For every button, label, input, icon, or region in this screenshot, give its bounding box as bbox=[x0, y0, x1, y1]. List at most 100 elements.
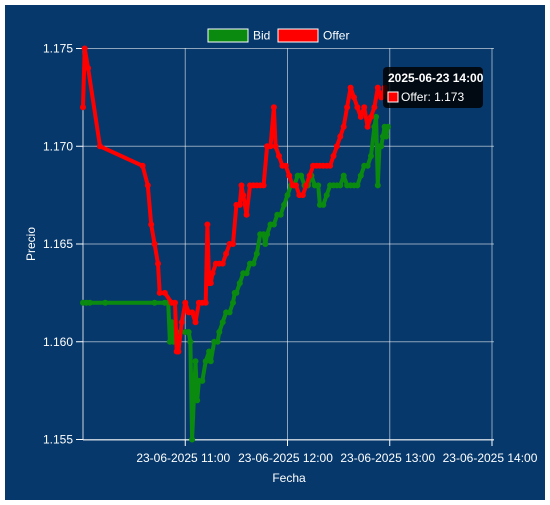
bid-point[interactable] bbox=[185, 329, 192, 335]
bid-point[interactable] bbox=[383, 133, 390, 140]
bid-point[interactable] bbox=[192, 358, 199, 365]
bid-point[interactable] bbox=[214, 338, 221, 345]
legend-item-offer[interactable]: Offer bbox=[277, 28, 349, 43]
offer-point[interactable] bbox=[340, 123, 347, 130]
bid-point[interactable] bbox=[253, 250, 260, 257]
bid-point[interactable] bbox=[206, 348, 213, 355]
bid-point[interactable] bbox=[219, 319, 226, 326]
offer-point[interactable] bbox=[219, 260, 226, 267]
offer-point[interactable] bbox=[230, 241, 236, 247]
bid-point[interactable] bbox=[199, 377, 206, 384]
bid-point[interactable] bbox=[262, 241, 269, 247]
bid-point[interactable] bbox=[86, 299, 93, 306]
offer-point[interactable] bbox=[330, 153, 337, 159]
offer-point[interactable] bbox=[161, 289, 168, 296]
offer-point[interactable] bbox=[267, 143, 274, 150]
offer-point[interactable] bbox=[344, 104, 351, 111]
offer-point[interactable] bbox=[282, 162, 289, 169]
offer-point[interactable] bbox=[374, 84, 381, 91]
offer-point[interactable] bbox=[364, 123, 371, 130]
bid-point[interactable] bbox=[354, 182, 361, 189]
offer-point[interactable] bbox=[202, 299, 209, 306]
offer-point[interactable] bbox=[223, 250, 230, 257]
offer-point[interactable] bbox=[306, 172, 313, 179]
bid-point[interactable] bbox=[226, 309, 233, 316]
bid-point[interactable] bbox=[194, 397, 201, 404]
offer-point[interactable] bbox=[151, 241, 158, 247]
bid-point[interactable] bbox=[230, 299, 236, 306]
bid-point[interactable] bbox=[151, 299, 158, 306]
offer-point[interactable] bbox=[293, 182, 299, 189]
offer-point[interactable] bbox=[148, 221, 155, 228]
offer-point[interactable] bbox=[347, 84, 354, 91]
offer-point[interactable] bbox=[354, 104, 361, 111]
offer-point[interactable] bbox=[178, 319, 185, 326]
offer-point[interactable] bbox=[85, 65, 92, 72]
bid-point[interactable] bbox=[368, 153, 374, 159]
offer-point[interactable] bbox=[97, 143, 103, 150]
offer-point[interactable] bbox=[286, 172, 293, 179]
offer-point[interactable] bbox=[327, 162, 334, 169]
bid-point[interactable] bbox=[385, 123, 391, 130]
offer-point[interactable] bbox=[357, 113, 364, 120]
bid-point[interactable] bbox=[284, 192, 291, 199]
offer-point[interactable] bbox=[378, 94, 385, 101]
bid-point[interactable] bbox=[357, 172, 364, 179]
offer-point[interactable] bbox=[139, 162, 146, 169]
bid-point[interactable] bbox=[320, 201, 327, 208]
bid-point[interactable] bbox=[250, 260, 257, 267]
bid-point[interactable] bbox=[168, 319, 175, 326]
bid-point[interactable] bbox=[298, 172, 305, 179]
offer-point[interactable] bbox=[260, 182, 267, 189]
bid-point[interactable] bbox=[374, 182, 381, 189]
bid-point[interactable] bbox=[315, 182, 322, 189]
bid-point[interactable] bbox=[323, 192, 330, 199]
offer-point[interactable] bbox=[175, 348, 182, 355]
bid-point[interactable] bbox=[364, 162, 371, 169]
offer-point[interactable] bbox=[303, 182, 310, 189]
offer-point[interactable] bbox=[371, 104, 378, 111]
offer-point[interactable] bbox=[182, 299, 189, 306]
offer-point[interactable] bbox=[189, 309, 196, 316]
offer-point[interactable] bbox=[81, 45, 88, 52]
bid-point[interactable] bbox=[277, 211, 284, 218]
bid-point[interactable] bbox=[236, 280, 243, 287]
offer-point[interactable] bbox=[270, 104, 277, 111]
bid-point[interactable] bbox=[373, 113, 380, 120]
offer-point[interactable] bbox=[172, 299, 178, 306]
offer-point[interactable] bbox=[333, 143, 340, 150]
offer-point[interactable] bbox=[361, 104, 368, 111]
bid-point[interactable] bbox=[233, 289, 240, 296]
bid-point[interactable] bbox=[202, 358, 209, 365]
offer-point[interactable] bbox=[156, 289, 163, 296]
offer-point[interactable] bbox=[236, 201, 243, 208]
offer-point[interactable] bbox=[238, 182, 245, 189]
offer-point[interactable] bbox=[337, 133, 344, 140]
bid-point[interactable] bbox=[378, 143, 385, 150]
offer-point[interactable] bbox=[209, 270, 216, 277]
offer-point[interactable] bbox=[276, 153, 282, 159]
bid-point[interactable] bbox=[371, 123, 378, 130]
offer-point[interactable] bbox=[299, 192, 306, 199]
bid-point[interactable] bbox=[281, 201, 288, 208]
bid-point[interactable] bbox=[207, 358, 214, 365]
offer-point[interactable] bbox=[80, 104, 86, 111]
offer-point[interactable] bbox=[207, 280, 214, 287]
offer-point[interactable] bbox=[240, 192, 247, 199]
bid-point[interactable] bbox=[216, 329, 223, 335]
bid-point[interactable] bbox=[270, 221, 277, 228]
offer-point[interactable] bbox=[272, 143, 279, 150]
offer-point[interactable] bbox=[144, 182, 151, 189]
offer-point[interactable] bbox=[351, 94, 357, 101]
bid-point[interactable] bbox=[340, 172, 347, 179]
offer-point[interactable] bbox=[243, 211, 250, 218]
offer-point[interactable] bbox=[155, 260, 161, 267]
offer-point[interactable] bbox=[204, 221, 211, 228]
offer-point[interactable] bbox=[192, 319, 199, 326]
bid-point[interactable] bbox=[102, 299, 109, 306]
bid-point[interactable] bbox=[264, 231, 271, 238]
bid-point[interactable] bbox=[189, 436, 196, 443]
bid-point[interactable] bbox=[187, 338, 194, 345]
bid-point[interactable] bbox=[337, 182, 344, 189]
legend-item-bid[interactable]: Bid bbox=[207, 28, 270, 43]
